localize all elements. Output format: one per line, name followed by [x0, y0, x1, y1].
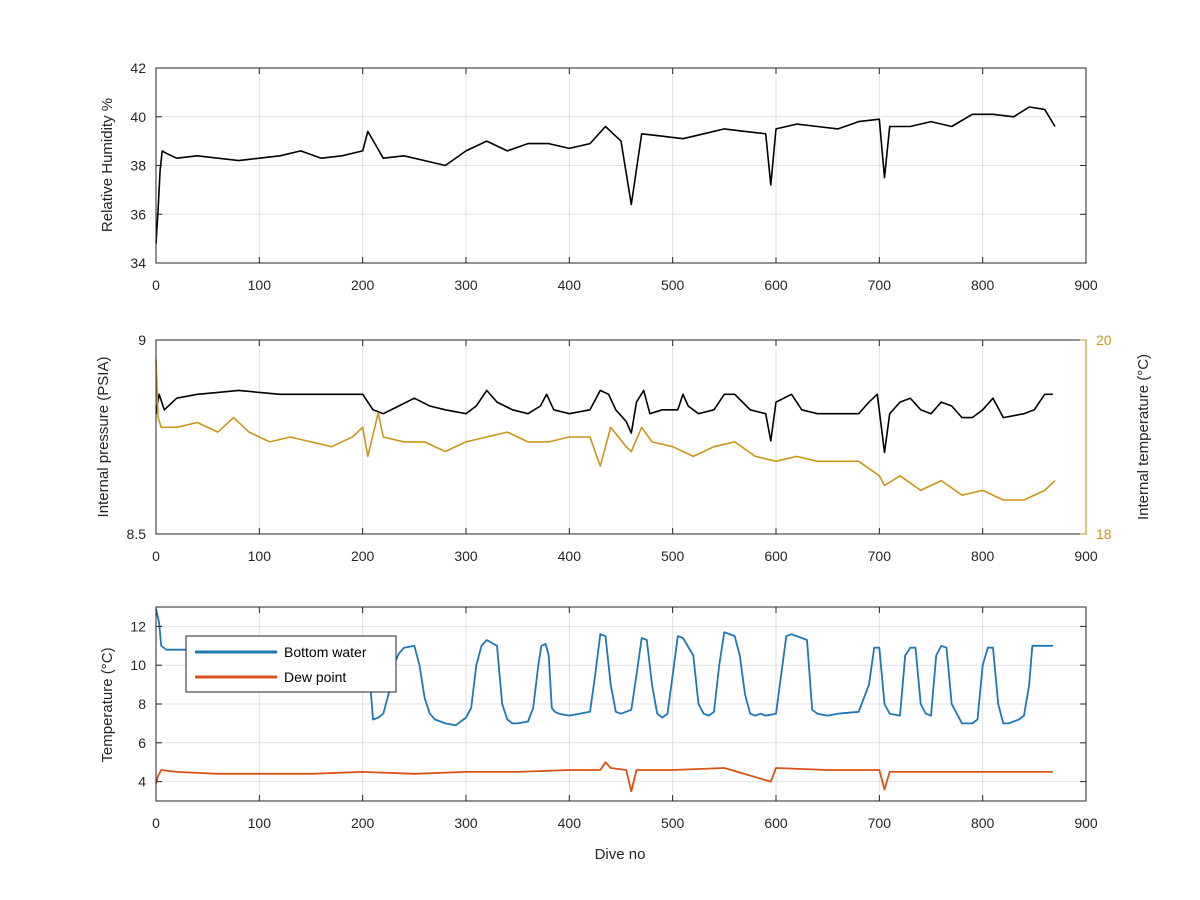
legend-label-dew-point: Dew point	[284, 669, 346, 685]
pressure-xtick-label-400: 400	[558, 548, 582, 564]
temperature-xtick-label-600: 600	[764, 815, 788, 831]
dew-point-line	[155, 761, 1053, 793]
temperature-xtick-label-0: 0	[152, 815, 160, 831]
temperature-series	[155, 608, 1053, 793]
pressure-ytick-label-8.5: 8.5	[127, 526, 147, 542]
pressure-xtick-label-0: 0	[152, 548, 160, 564]
pressure-ticks: 0 100 200 300 400 500 600 700 800 900 8.5 9 18 20	[127, 332, 1112, 564]
pressure-xtick-label-300: 300	[454, 548, 478, 564]
pressure-line	[155, 389, 1053, 454]
temperature-xtick-label-500: 500	[661, 815, 685, 831]
humidity-xtick-label-400: 400	[558, 277, 582, 293]
pressure-xtick-label-500: 500	[661, 548, 685, 564]
temperature-ytick-label-6: 6	[138, 735, 146, 751]
humidity-xtick-label-800: 800	[971, 277, 995, 293]
internal-temperature-line	[155, 359, 1056, 501]
pressure-xtick-label-700: 700	[868, 548, 892, 564]
pressure-panel: 0 100 200 300 400 500 600 700 800 900 8.5 9 18 20 Int…	[95, 332, 1152, 564]
humidity-ytick-label-36: 36	[130, 206, 146, 222]
temperature-ytick-label-10: 10	[130, 657, 146, 673]
legend: Bottom water Dew point	[185, 635, 397, 693]
temperature-xtick-label-100: 100	[248, 815, 272, 831]
pressure-ylabel: Internal pressure (PSIA)	[95, 357, 112, 518]
temperature-ytick-label-4: 4	[138, 774, 146, 790]
pressure-ytick-right-label-18: 18	[1096, 526, 1112, 542]
temperature-xtick-label-700: 700	[868, 815, 892, 831]
temperature-xtick-label-300: 300	[454, 815, 478, 831]
humidity-ytick-label-40: 40	[130, 109, 146, 125]
humidity-xtick-label-300: 300	[454, 277, 478, 293]
humidity-xtick-label-900: 900	[1074, 277, 1098, 293]
pressure-xtick-label-600: 600	[764, 548, 788, 564]
pressure-xtick-label-800: 800	[971, 548, 995, 564]
humidity-ylabel: Relative Humidity %	[99, 98, 116, 232]
pressure-xtick-label-100: 100	[248, 548, 272, 564]
temperature-xlabel: Dive no	[595, 846, 646, 863]
legend-box	[185, 635, 397, 693]
humidity-ticks: 0 100 200 300 400 500 600 700 800 900 34 36 38 40 42	[130, 60, 1097, 293]
humidity-xtick-label-600: 600	[764, 277, 788, 293]
humidity-xtick-label-200: 200	[351, 277, 375, 293]
temperature-xtick-label-800: 800	[971, 815, 995, 831]
pressure-xtick-label-200: 200	[351, 548, 375, 564]
temperature-xtick-label-400: 400	[558, 815, 582, 831]
humidity-xtick-label-700: 700	[868, 277, 892, 293]
humidity-ytick-label-34: 34	[130, 255, 146, 271]
humidity-ytick-label-42: 42	[130, 60, 146, 76]
humidity-panel: 0 100 200 300 400 500 600 700 800 900 34 36 38 40 42 R…	[99, 60, 1098, 293]
bottom-water-line	[155, 608, 1053, 727]
temperature-ytick-label-12: 12	[130, 618, 146, 634]
humidity-ytick-label-38: 38	[130, 158, 146, 174]
pressure-xtick-label-900: 900	[1074, 548, 1098, 564]
internal-temperature-ylabel: Internal temperature (°C)	[1135, 354, 1152, 520]
temperature-ylabel: Temperature (°C)	[99, 647, 116, 762]
humidity-series	[155, 106, 1056, 244]
pressure-series	[155, 359, 1056, 501]
temperature-ticks: 0 100 200 300 400 500 600 700 800 900 4 6 8 10 12	[130, 607, 1098, 831]
pressure-ytick-label-9: 9	[138, 332, 146, 348]
humidity-xtick-label-0: 0	[152, 277, 160, 293]
temperature-xtick-label-200: 200	[351, 815, 375, 831]
legend-label-bottom-water: Bottom water	[284, 644, 367, 660]
humidity-line	[155, 106, 1056, 244]
temperature-xtick-label-900: 900	[1074, 815, 1098, 831]
temperature-panel: 0 100 200 300 400 500 600 700 800 900 4 6 8 10 12 Temp…	[99, 606, 1098, 863]
pressure-ytick-right-label-20: 20	[1096, 332, 1112, 348]
humidity-xtick-label-100: 100	[248, 277, 272, 293]
humidity-xtick-label-500: 500	[661, 277, 685, 293]
temperature-ytick-label-8: 8	[138, 696, 146, 712]
